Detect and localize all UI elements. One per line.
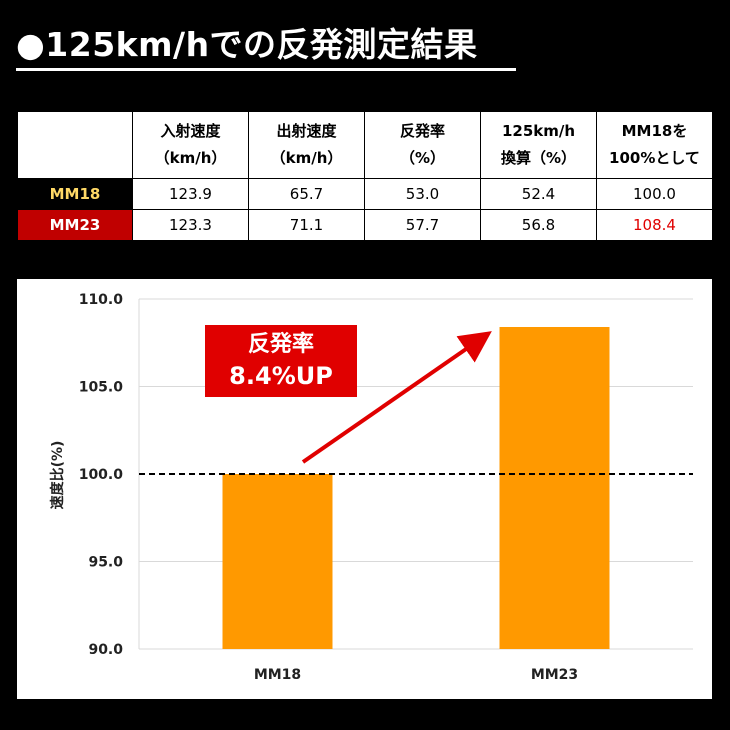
y-tick-label: 110.0 xyxy=(79,292,124,308)
title-underline xyxy=(16,68,516,71)
y-tick-label: 100.0 xyxy=(79,467,124,483)
callout-line2: 8.4%UP xyxy=(229,362,333,390)
results-table: 入射速度 （km/h） 出射速度 （km/h） 反発率 （%） 125km/h 換算（%… xyxy=(17,111,713,241)
header-outgoing-speed: 出射速度 （km/h） xyxy=(248,111,365,179)
table-cell: 123.3 xyxy=(132,209,249,241)
table-header-row: 入射速度 （km/h） 出射速度 （km/h） 反発率 （%） 125km/h 換算（%… xyxy=(17,111,713,179)
y-tick-label: 105.0 xyxy=(79,380,124,396)
table-cell: 123.9 xyxy=(132,178,249,210)
callout-line1: 反発率 xyxy=(247,332,314,357)
trend-arrow xyxy=(301,331,492,464)
row-label-mm18: MM18 xyxy=(17,178,133,210)
table-cell: 56.8 xyxy=(480,209,597,241)
table-cell-highlight: 108.4 xyxy=(596,209,713,241)
header-empty xyxy=(17,111,133,179)
table-row: MM23 123.3 71.1 57.7 56.8 108.4 xyxy=(17,209,713,241)
row-label-mm23: MM23 xyxy=(17,209,133,241)
header-relative: MM18を 100%として xyxy=(596,111,713,179)
table-cell: 71.1 xyxy=(248,209,365,241)
table-cell: 53.0 xyxy=(364,178,481,210)
header-rebound-rate: 反発率 （%） xyxy=(364,111,481,179)
bar-mm18 xyxy=(222,474,333,649)
header-converted: 125km/h 換算（%） xyxy=(480,111,597,179)
bar-mm23 xyxy=(499,327,610,649)
x-tick-label: MM18 xyxy=(254,667,301,683)
page-title: ●125km/hでの反発測定結果 xyxy=(16,25,478,64)
y-tick-label: 90.0 xyxy=(88,642,123,658)
table-row: MM18 123.9 65.7 53.0 52.4 100.0 xyxy=(17,178,713,210)
y-tick-label: 95.0 xyxy=(88,555,123,571)
y-axis-label: 速度比(%) xyxy=(49,441,66,510)
rebound-callout: 反発率 8.4%UP xyxy=(205,325,357,397)
x-tick-label: MM23 xyxy=(531,667,578,683)
